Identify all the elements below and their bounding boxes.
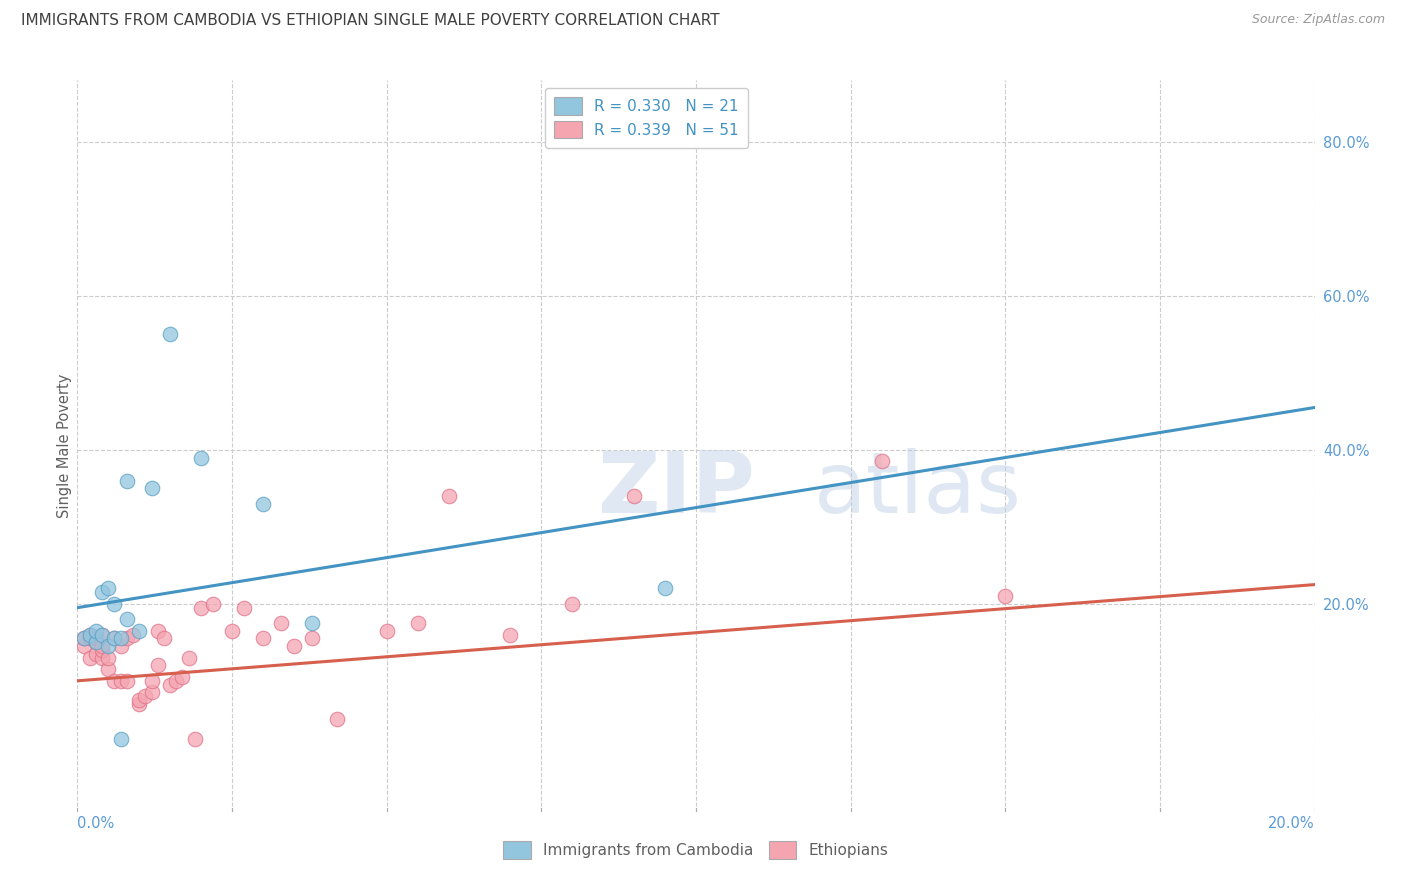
Point — [141, 481, 163, 495]
Point — [437, 489, 460, 503]
Point — [301, 632, 323, 646]
Point — [91, 627, 114, 641]
Point — [91, 585, 114, 599]
Point — [115, 612, 138, 626]
Point — [177, 650, 200, 665]
Point — [84, 624, 107, 638]
Point — [84, 632, 107, 646]
Point — [654, 582, 676, 596]
Point — [301, 616, 323, 631]
Point — [202, 597, 225, 611]
Point — [84, 635, 107, 649]
Point — [252, 497, 274, 511]
Y-axis label: Single Male Poverty: Single Male Poverty — [56, 374, 72, 518]
Point — [79, 627, 101, 641]
Point — [270, 616, 292, 631]
Point — [72, 632, 94, 646]
Point — [72, 632, 94, 646]
Point — [375, 624, 398, 638]
Point — [561, 597, 583, 611]
Point — [79, 650, 101, 665]
Point — [499, 627, 522, 641]
Point — [91, 650, 114, 665]
Point — [97, 662, 120, 676]
Point — [184, 731, 207, 746]
Point — [283, 639, 305, 653]
Point — [233, 600, 256, 615]
Legend: Immigrants from Cambodia, Ethiopians: Immigrants from Cambodia, Ethiopians — [496, 833, 896, 866]
Point — [79, 627, 101, 641]
Point — [122, 627, 145, 641]
Point — [84, 635, 107, 649]
Point — [103, 673, 125, 688]
Point — [190, 450, 212, 465]
Point — [91, 639, 114, 653]
Point — [115, 673, 138, 688]
Point — [97, 639, 120, 653]
Point — [97, 582, 120, 596]
Text: atlas: atlas — [814, 449, 1022, 532]
Text: ZIP: ZIP — [598, 449, 755, 532]
Point — [172, 670, 194, 684]
Point — [141, 685, 163, 699]
Point — [326, 712, 349, 726]
Point — [159, 327, 181, 342]
Point — [252, 632, 274, 646]
Point — [110, 639, 132, 653]
Point — [79, 632, 101, 646]
Point — [103, 632, 125, 646]
Point — [115, 632, 138, 646]
Point — [72, 639, 94, 653]
Point — [115, 474, 138, 488]
Point — [153, 632, 176, 646]
Point — [91, 627, 114, 641]
Point — [91, 643, 114, 657]
Text: 20.0%: 20.0% — [1268, 815, 1315, 830]
Point — [165, 673, 187, 688]
Point — [84, 647, 107, 661]
Text: Source: ZipAtlas.com: Source: ZipAtlas.com — [1251, 13, 1385, 27]
Point — [110, 632, 132, 646]
Point — [103, 632, 125, 646]
Point — [159, 678, 181, 692]
Point — [146, 624, 169, 638]
Point — [103, 597, 125, 611]
Text: IMMIGRANTS FROM CAMBODIA VS ETHIOPIAN SINGLE MALE POVERTY CORRELATION CHART: IMMIGRANTS FROM CAMBODIA VS ETHIOPIAN SI… — [21, 13, 720, 29]
Point — [134, 690, 156, 704]
Point — [97, 650, 120, 665]
Point — [870, 454, 893, 468]
Point — [406, 616, 429, 631]
Point — [623, 489, 645, 503]
Point — [994, 589, 1017, 603]
Point — [190, 600, 212, 615]
Point — [141, 673, 163, 688]
Point — [146, 658, 169, 673]
Point — [128, 697, 150, 711]
Point — [221, 624, 243, 638]
Point — [110, 731, 132, 746]
Text: 0.0%: 0.0% — [77, 815, 114, 830]
Point — [128, 693, 150, 707]
Point — [128, 624, 150, 638]
Point — [110, 673, 132, 688]
